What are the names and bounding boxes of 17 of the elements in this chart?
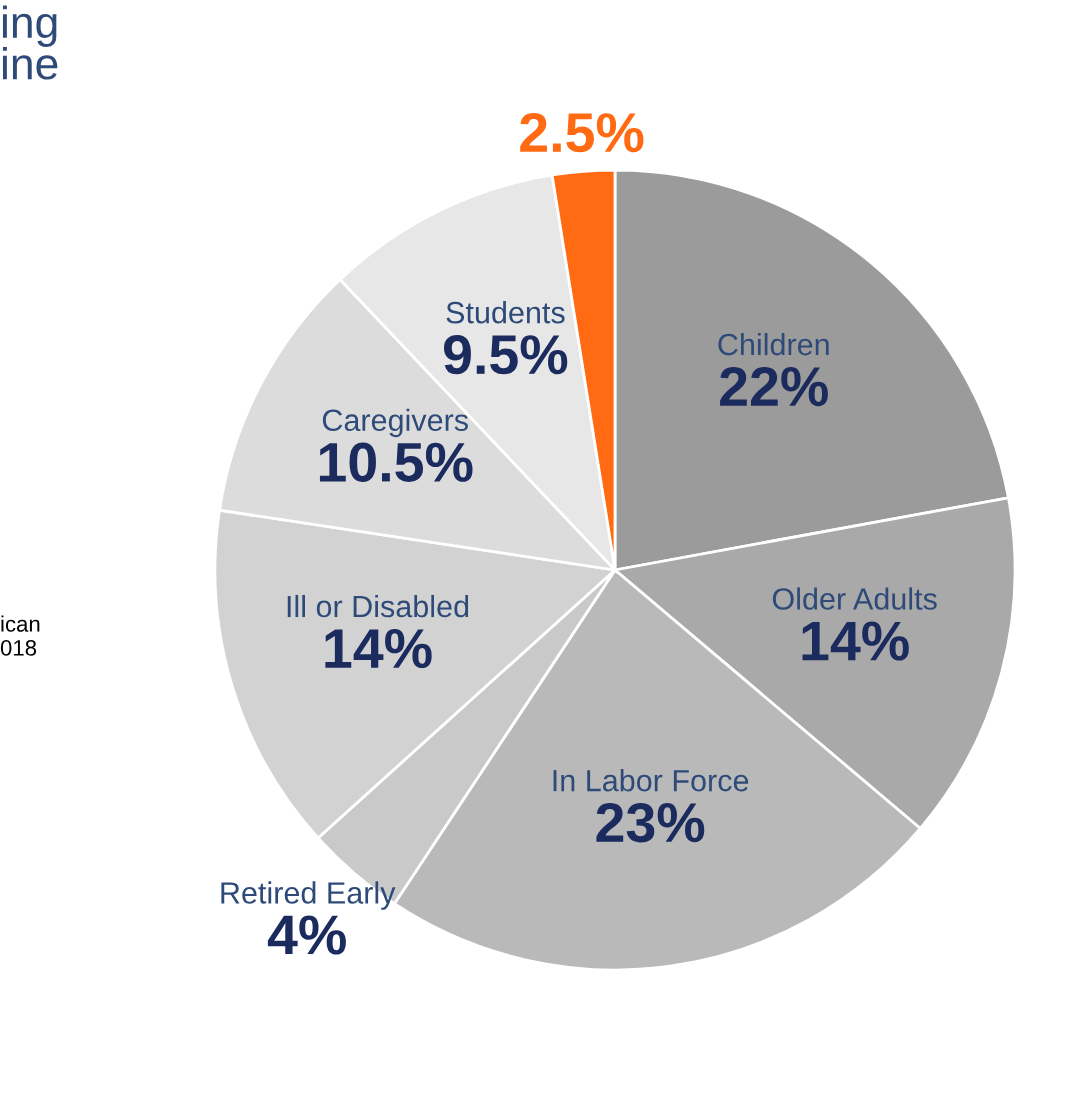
text: ican 018 — [0, 615, 40, 656]
slice-label: In Labor Force — [553, 769, 749, 792]
slice-label: Students — [446, 301, 565, 324]
slice-label: Older Adults — [772, 587, 937, 610]
chart-title: ing ine — [2, 5, 58, 80]
data-label: 2.5% — [520, 113, 644, 153]
data-label: 14% — [325, 629, 432, 669]
slice-label: Caregivers — [322, 408, 468, 438]
data-label: 4% — [267, 915, 346, 955]
slice-label: Retired Early — [221, 881, 396, 910]
data-label: 22% — [720, 366, 828, 407]
slice-label: Ill or Disabled — [287, 594, 469, 618]
data-label: 10.5% — [319, 442, 473, 482]
data-label: 23% — [596, 802, 705, 843]
data-label: 9.5% — [444, 335, 568, 375]
data-label: 14% — [802, 621, 909, 661]
slice-label: Children — [718, 332, 829, 356]
